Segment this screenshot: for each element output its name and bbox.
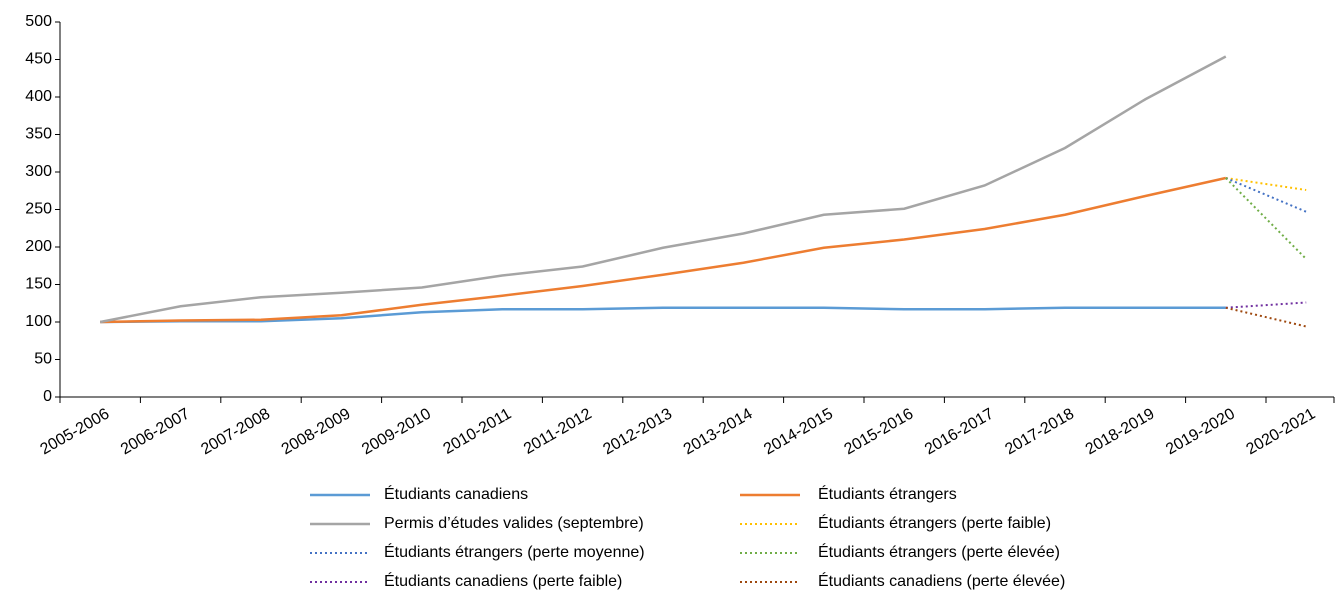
legend-label: Étudiants étrangers (perte moyenne)	[384, 542, 645, 561]
x-tick-label: 2007-2008	[198, 405, 273, 458]
series-line	[1225, 177, 1307, 191]
legend-label: Étudiants canadiens (perte élevée)	[818, 571, 1065, 590]
series-line	[99, 55, 1227, 324]
series-line	[1225, 177, 1307, 260]
y-tick-label: 400	[25, 88, 52, 105]
series-line	[100, 306, 1226, 324]
legend-label: Étudiants étrangers (perte élevée)	[818, 542, 1060, 561]
x-tick-label: 2013-2014	[681, 405, 756, 458]
x-tick-label: 2018-2019	[1083, 405, 1158, 458]
series-line	[1225, 306, 1307, 328]
legend-label: Étudiants canadiens	[384, 484, 528, 503]
y-tick-label: 450	[25, 51, 52, 68]
series-line	[100, 176, 1227, 324]
y-tick-label: 250	[25, 201, 52, 218]
x-tick-label: 2006-2007	[118, 405, 193, 458]
legend-label: Étudiants étrangers	[818, 484, 957, 503]
y-tick-label: 150	[25, 276, 52, 293]
x-tick-label: 2020-2021	[1244, 405, 1319, 458]
x-tick-label: 2017-2018	[1002, 405, 1077, 458]
x-tick-label: 2014-2015	[761, 405, 836, 458]
y-tick-label: 500	[25, 13, 52, 30]
x-tick-label: 2012-2013	[600, 405, 675, 458]
y-tick-label: 300	[25, 163, 52, 180]
y-tick-label: 350	[25, 126, 52, 143]
x-tick-label: 2011-2012	[521, 405, 595, 457]
x-tick-label: 2009-2010	[359, 405, 434, 458]
x-tick-label: 2016-2017	[922, 405, 997, 458]
legend-label: Étudiants canadiens (perte faible)	[384, 571, 622, 590]
y-tick-label: 200	[25, 238, 52, 255]
legend-label: Permis d’études valides (septembre)	[384, 515, 644, 532]
x-tick-label: 2008-2009	[279, 405, 354, 458]
legend-label: Étudiants étrangers (perte faible)	[818, 513, 1051, 532]
y-tick-label: 50	[34, 351, 52, 368]
x-tick-label: 2015-2016	[842, 405, 917, 458]
y-tick-label: 0	[43, 388, 52, 405]
x-tick-label: 2005-2006	[38, 405, 113, 458]
series-line	[1225, 301, 1307, 309]
x-tick-label: 2019-2020	[1163, 405, 1238, 458]
x-tick-label: 2010-2011	[441, 405, 515, 457]
y-tick-label: 100	[25, 313, 52, 330]
